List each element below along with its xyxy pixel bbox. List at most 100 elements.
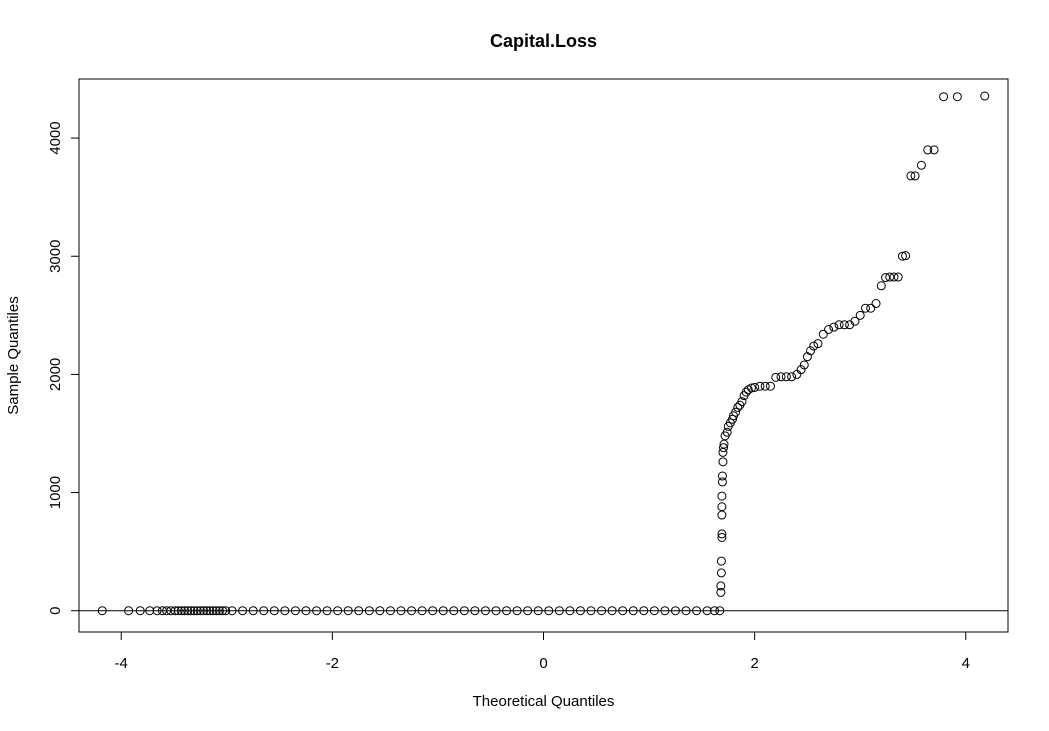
- data-point: [135, 606, 145, 616]
- y-tick-label: 4000: [47, 121, 64, 154]
- y-axis-label: Sample Quantiles: [5, 296, 22, 414]
- data-point: [715, 606, 725, 616]
- data-point: [916, 160, 926, 170]
- data-point: [554, 606, 564, 616]
- data-point: [765, 381, 775, 391]
- data-point: [718, 443, 728, 453]
- data-point: [214, 606, 224, 616]
- data-points: [97, 91, 990, 616]
- data-point: [202, 606, 212, 616]
- y-axis: 0 1000 2000 3000 4000: [47, 121, 80, 615]
- data-point: [923, 145, 933, 155]
- data-point: [722, 427, 732, 437]
- data-point: [480, 606, 490, 616]
- data-point: [180, 606, 190, 616]
- data-point: [871, 299, 881, 309]
- plot-frame: [78, 78, 1009, 633]
- data-point: [192, 606, 202, 616]
- data-point: [952, 92, 962, 102]
- data-point: [639, 606, 649, 616]
- data-point: [829, 322, 839, 332]
- data-point: [227, 606, 237, 616]
- data-point: [760, 381, 770, 391]
- data-point: [170, 606, 180, 616]
- data-point: [211, 606, 221, 616]
- data-point: [731, 407, 741, 417]
- data-point: [354, 606, 364, 616]
- data-point: [717, 477, 727, 487]
- data-point: [248, 606, 258, 616]
- x-axis: -4 -2 0 2 4: [115, 631, 970, 672]
- data-point: [364, 606, 374, 616]
- data-point: [860, 303, 870, 313]
- data-point: [449, 606, 459, 616]
- data-point: [649, 606, 659, 616]
- data-point: [124, 606, 134, 616]
- data-point: [929, 145, 939, 155]
- data-point: [670, 606, 680, 616]
- x-tick-label: 2: [750, 655, 758, 672]
- data-point: [717, 529, 727, 539]
- data-point: [152, 606, 162, 616]
- data-point: [575, 606, 585, 616]
- data-point: [470, 606, 480, 616]
- data-point: [221, 606, 231, 616]
- data-point: [839, 320, 849, 330]
- data-point: [717, 502, 727, 512]
- data-point: [407, 606, 417, 616]
- data-point: [301, 606, 311, 616]
- data-point: [717, 510, 727, 520]
- data-point: [417, 606, 427, 616]
- data-point: [702, 606, 712, 616]
- data-point: [322, 606, 332, 616]
- data-point: [312, 606, 322, 616]
- data-point: [746, 383, 756, 393]
- y-tick-label: 1000: [47, 476, 64, 509]
- data-point: [893, 272, 903, 282]
- data-point: [343, 606, 353, 616]
- data-point: [290, 606, 300, 616]
- data-point: [199, 606, 209, 616]
- data-point: [533, 606, 543, 616]
- data-point: [717, 471, 727, 481]
- data-point: [544, 606, 554, 616]
- data-point: [692, 606, 702, 616]
- data-point: [183, 606, 193, 616]
- data-point: [787, 372, 797, 382]
- data-point: [195, 606, 205, 616]
- data-point: [824, 325, 834, 335]
- data-point: [939, 92, 949, 102]
- x-tick-label: -4: [115, 655, 128, 672]
- data-point: [502, 606, 512, 616]
- data-point: [818, 329, 828, 339]
- y-tick-label: 3000: [47, 240, 64, 273]
- data-point: [459, 606, 469, 616]
- data-point: [375, 606, 385, 616]
- data-point: [166, 606, 176, 616]
- data-point: [716, 581, 726, 591]
- data-point: [813, 339, 823, 349]
- data-point: [855, 310, 865, 320]
- data-point: [733, 402, 743, 412]
- data-point: [716, 568, 726, 578]
- data-point: [238, 606, 248, 616]
- data-point: [396, 606, 406, 616]
- data-point: [806, 346, 816, 356]
- x-tick-label: 0: [539, 655, 547, 672]
- data-point: [876, 281, 886, 291]
- data-point: [834, 320, 844, 330]
- data-point: [660, 606, 670, 616]
- data-point: [618, 606, 628, 616]
- data-point: [428, 606, 438, 616]
- data-point: [809, 341, 819, 351]
- data-point: [333, 606, 343, 616]
- data-point: [716, 587, 726, 597]
- data-point: [776, 372, 786, 382]
- x-axis-label: Theoretical Quantiles: [473, 693, 615, 710]
- data-point: [176, 606, 186, 616]
- data-point: [717, 532, 727, 542]
- data-point: [385, 606, 395, 616]
- data-point: [280, 606, 290, 616]
- data-point: [799, 360, 809, 370]
